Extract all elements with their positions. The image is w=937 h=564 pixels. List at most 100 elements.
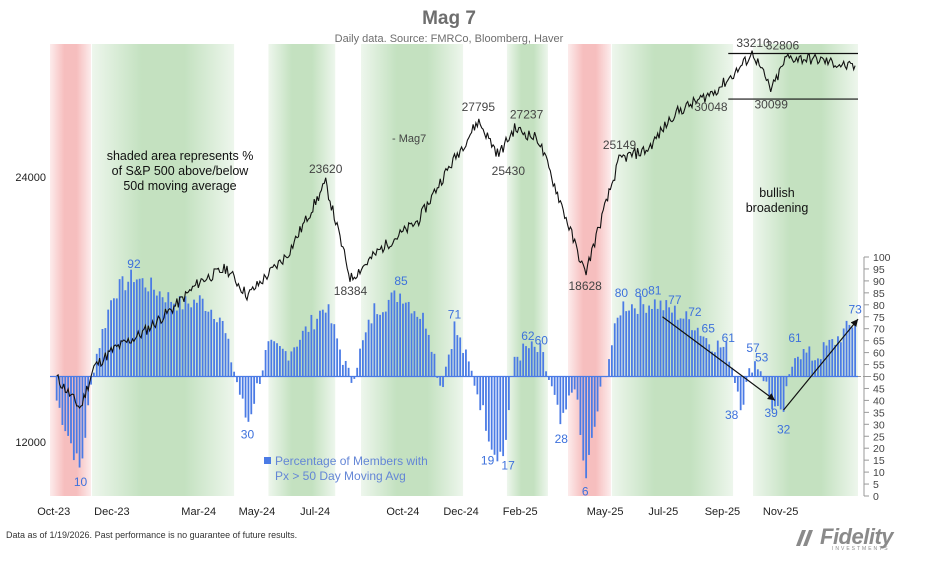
- line-series-label: - Mag7: [392, 133, 426, 145]
- bar: [364, 332, 367, 377]
- bar: [696, 327, 699, 377]
- bar: [593, 376, 596, 427]
- bar-annotation: 30: [241, 427, 255, 441]
- bar-annotation: 6: [582, 485, 589, 499]
- right-tick-label: 100: [873, 252, 891, 264]
- bar: [671, 312, 673, 377]
- bar: [522, 343, 525, 377]
- left-tick-label: 12000: [15, 437, 46, 449]
- line-annotation: 30099: [755, 97, 789, 111]
- bar-annotation: 61: [788, 331, 802, 345]
- bar: [751, 372, 754, 377]
- bar: [527, 348, 530, 377]
- bar: [270, 339, 273, 377]
- bar: [490, 376, 493, 450]
- bar-annotation: 85: [394, 274, 408, 288]
- bar: [585, 376, 588, 479]
- bar: [771, 376, 774, 410]
- bar: [802, 349, 805, 377]
- bar: [590, 376, 593, 438]
- bar: [828, 339, 831, 377]
- bar: [797, 356, 799, 377]
- bar: [465, 349, 467, 377]
- x-tick-label: Feb-25: [503, 506, 538, 518]
- bar: [236, 376, 238, 383]
- bar: [685, 311, 688, 377]
- bar: [542, 352, 545, 377]
- bar: [135, 279, 138, 377]
- bar: [533, 346, 536, 377]
- bar: [588, 376, 590, 455]
- bar: [473, 376, 476, 386]
- x-tick-label: Dec-23: [94, 506, 129, 518]
- chart-title: Mag 7: [422, 8, 476, 29]
- bar: [419, 318, 422, 377]
- bar: [788, 374, 791, 377]
- bar: [714, 352, 716, 377]
- chart-subtitle: Daily data. Source: FMRCo, Bloomberg, Ha…: [335, 33, 564, 45]
- bar: [253, 376, 256, 404]
- bar: [359, 348, 361, 377]
- bar: [734, 376, 736, 383]
- bar: [227, 338, 230, 377]
- bar: [505, 376, 507, 440]
- left-tick-label: 24000: [15, 172, 46, 184]
- bar: [639, 296, 642, 377]
- bar: [367, 319, 370, 377]
- bar: [774, 376, 776, 407]
- bar: [705, 338, 708, 377]
- bar: [427, 334, 430, 377]
- bar: [170, 301, 173, 377]
- bar: [64, 376, 67, 432]
- bar: [799, 359, 802, 377]
- bar: [819, 359, 822, 377]
- bar: [204, 310, 207, 377]
- bar: [748, 368, 751, 377]
- bar: [61, 376, 64, 425]
- fidelity-logo: Fidelity: [820, 524, 894, 549]
- right-tick-label: 70: [873, 324, 885, 336]
- bar: [794, 358, 796, 377]
- bar: [645, 312, 648, 377]
- bar-annotation: 39: [765, 406, 779, 420]
- bar: [244, 376, 247, 418]
- bar: [373, 303, 376, 377]
- bar: [110, 300, 112, 377]
- bar: [742, 376, 745, 405]
- bar: [230, 362, 233, 377]
- bar: [175, 310, 178, 377]
- bar: [651, 308, 653, 377]
- bar: [731, 367, 733, 377]
- bar: [287, 360, 290, 377]
- bar: [616, 317, 619, 377]
- x-tick-label: Oct-23: [37, 506, 70, 518]
- bar: [113, 298, 115, 377]
- bar: [296, 346, 298, 377]
- bar: [493, 376, 496, 455]
- bar: [339, 349, 341, 377]
- bar: [502, 376, 505, 457]
- bar: [330, 323, 333, 377]
- bar-annotation: 62: [521, 329, 535, 343]
- bar-annotation: 60: [535, 334, 549, 348]
- bar: [98, 348, 101, 377]
- bar: [261, 370, 264, 377]
- bar: [579, 376, 582, 435]
- shade-band: [268, 44, 336, 496]
- shade-band: [753, 44, 858, 496]
- bar: [499, 376, 502, 452]
- x-tick-label: Jul-24: [300, 506, 330, 518]
- bar: [264, 350, 267, 377]
- bar: [711, 351, 713, 377]
- bar: [361, 340, 364, 377]
- bar: [436, 376, 439, 378]
- right-tick-label: 35: [873, 407, 885, 419]
- bar: [407, 301, 410, 377]
- bar: [725, 341, 728, 377]
- bar: [416, 316, 419, 377]
- bar: [444, 366, 447, 377]
- bar: [633, 308, 636, 377]
- line-annotation: 27237: [510, 108, 544, 122]
- bar: [450, 349, 453, 377]
- bar: [811, 360, 814, 377]
